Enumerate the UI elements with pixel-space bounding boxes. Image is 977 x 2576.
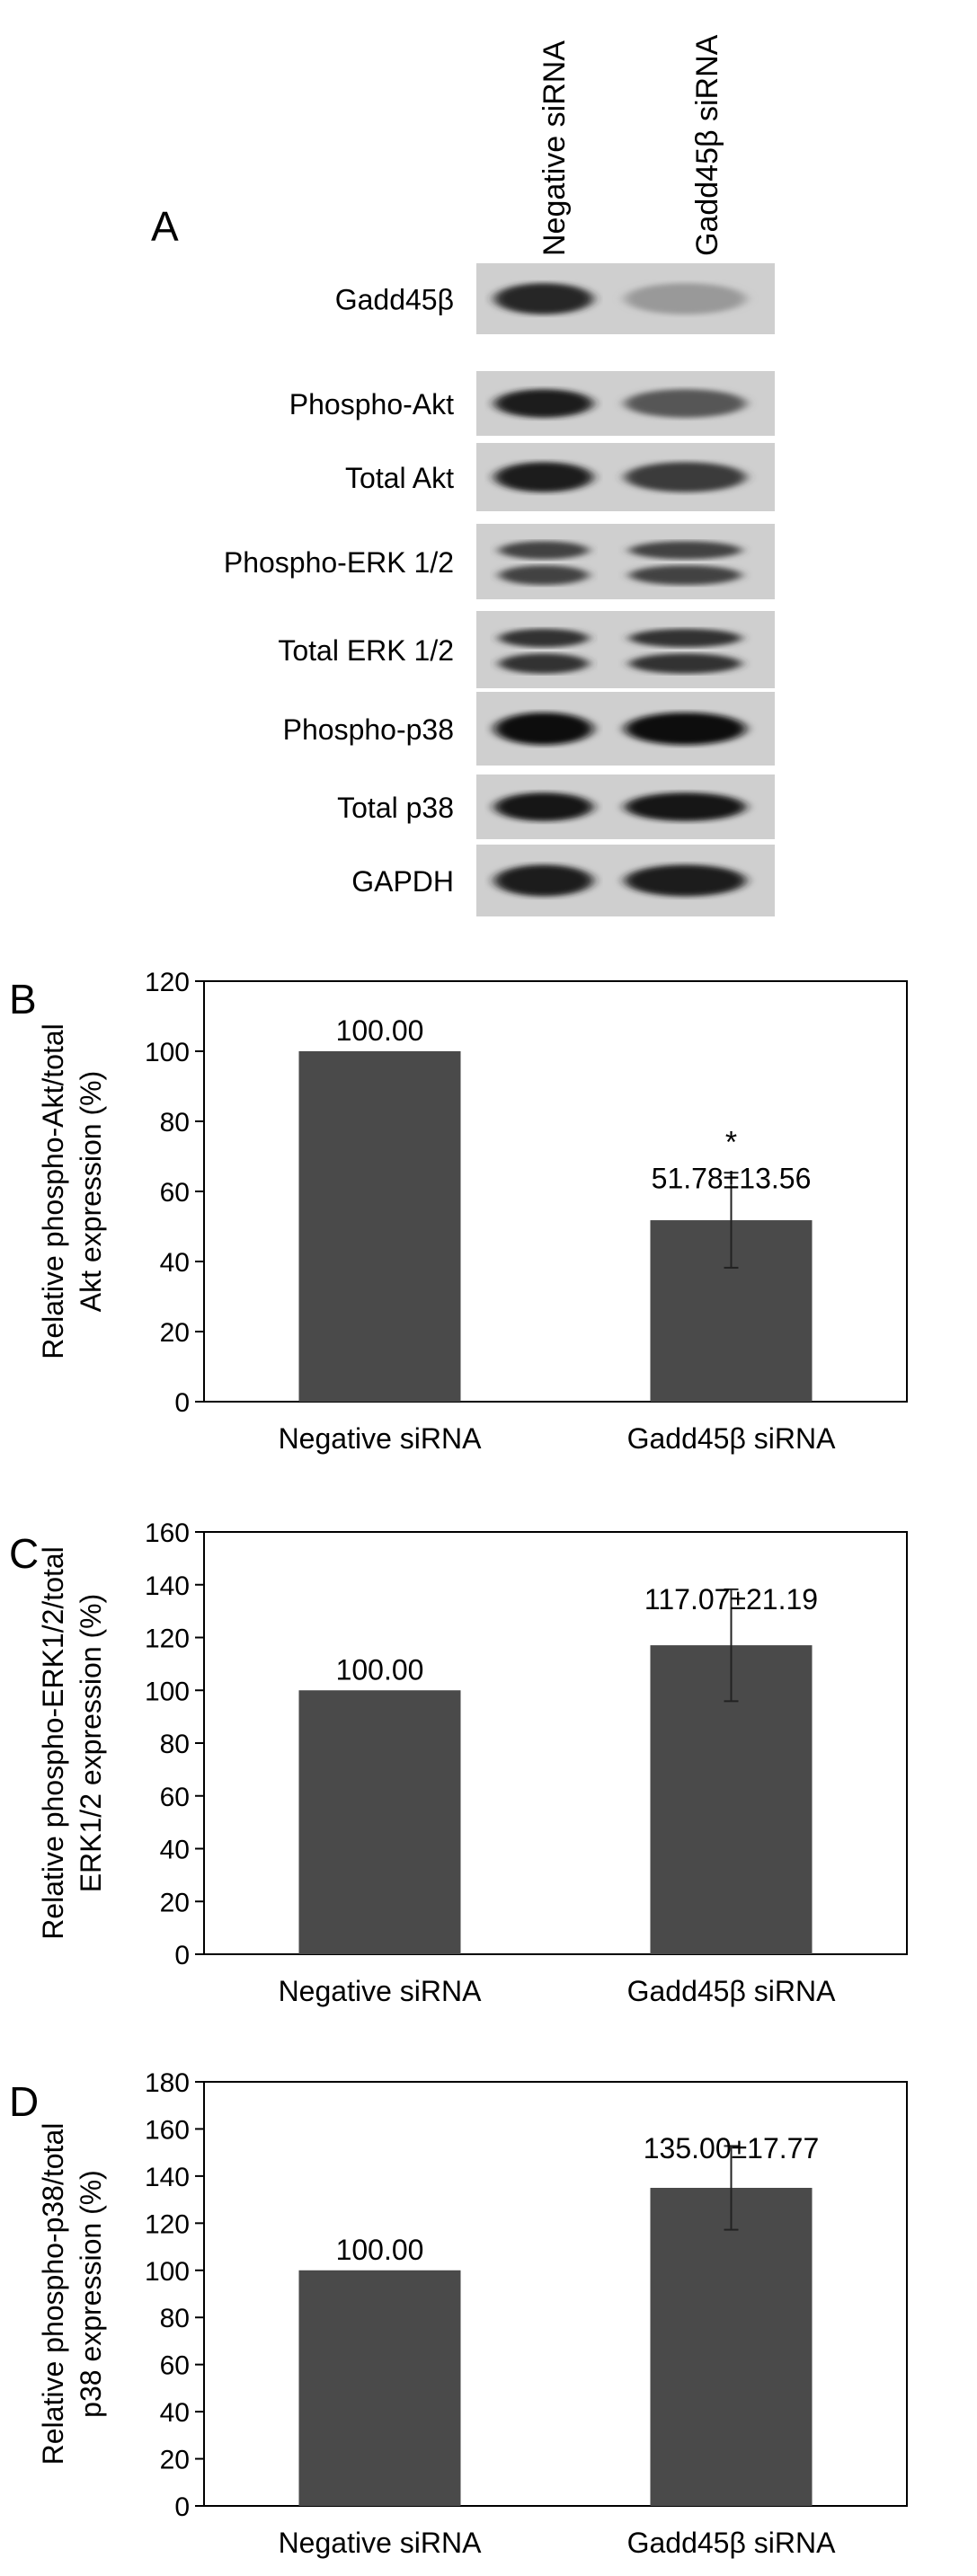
blot-row: Total Akt <box>345 443 775 511</box>
y-tick-label: 80 <box>160 1730 190 1759</box>
y-tick-label: 80 <box>160 1108 190 1138</box>
blot-row: Gadd45β <box>335 263 775 334</box>
blot-strip <box>476 611 775 688</box>
blot-band <box>625 389 746 418</box>
blot-band <box>499 565 589 586</box>
blot-label: Phospho-p38 <box>283 713 454 746</box>
y-tick-label: 60 <box>160 1178 190 1208</box>
y-tick-label: 120 <box>145 968 190 997</box>
bar <box>650 2188 813 2506</box>
bar <box>298 1051 461 1402</box>
blot-band <box>629 565 742 586</box>
y-tick-label: 160 <box>145 1518 190 1548</box>
y-tick-label: 40 <box>160 1836 190 1865</box>
y-axis-label: ERK1/2 expression (%) <box>75 1594 107 1893</box>
y-axis-label: p38 expression (%) <box>75 2170 107 2418</box>
blot-row: Total p38 <box>337 775 775 839</box>
blot-label: Gadd45β <box>335 284 454 316</box>
x-tick-label: Negative siRNA <box>279 2527 483 2559</box>
blot-band <box>625 283 746 314</box>
y-axis-label: Relative phospho-ERK1/2/total <box>37 1546 69 1940</box>
blot-row: GAPDH <box>351 845 775 916</box>
blot-label: Total p38 <box>337 792 454 824</box>
y-tick-label: 180 <box>145 2068 190 2098</box>
y-tick-label: 0 <box>174 2492 190 2522</box>
panel-label: C <box>9 1530 39 1577</box>
x-tick-label: Gadd45β siRNA <box>627 1422 837 1455</box>
blot-label: Phospho-ERK 1/2 <box>224 546 454 579</box>
x-tick-label: Negative siRNA <box>279 1975 483 2007</box>
western-blot-panel: A Negative siRNA Gadd45β siRNA Gadd45β Ph… <box>151 34 775 916</box>
lane-label-negative: Negative siRNA <box>537 40 572 256</box>
blot-band <box>499 653 589 674</box>
y-tick-label: 100 <box>145 2257 190 2287</box>
blot-band <box>625 792 746 821</box>
y-tick-label: 20 <box>160 1888 190 1917</box>
y-axis-label: Relative phospho-p38/total <box>37 2123 69 2465</box>
panel-label: B <box>9 976 37 1022</box>
blot-band <box>499 541 589 560</box>
data-label: 100.00 <box>336 1014 424 1047</box>
data-label: 100.00 <box>336 1653 424 1686</box>
significance-marker: * <box>725 1125 737 1159</box>
blot-row: Phospho-Akt <box>289 371 775 436</box>
blot-label: Phospho-Akt <box>289 388 454 420</box>
blot-strip <box>476 524 775 599</box>
y-tick-label: 160 <box>145 2115 190 2145</box>
blot-row: Total ERK 1/2 <box>278 611 775 688</box>
blot-band <box>625 712 746 746</box>
y-tick-label: 100 <box>145 1677 190 1706</box>
blot-label: Total Akt <box>345 462 454 494</box>
chart-panel-b: B 0 20 40 60 80 100 120 Relative phospho-Akt/tot… <box>9 968 908 1455</box>
data-label: 100.00 <box>336 2234 424 2266</box>
blot-label: Total ERK 1/2 <box>278 634 454 667</box>
y-tick-label: 60 <box>160 1783 190 1812</box>
x-tick-label: Gadd45β siRNA <box>627 1975 837 2007</box>
bar <box>298 1690 461 1954</box>
y-tick-label: 20 <box>160 1318 190 1348</box>
y-tick-label: 0 <box>174 1941 190 1970</box>
blot-band <box>494 712 593 746</box>
blot-band <box>494 389 593 418</box>
x-tick-label: Gadd45β siRNA <box>627 2527 837 2559</box>
y-tick-label: 140 <box>145 2163 190 2192</box>
blot-label: GAPDH <box>351 865 454 898</box>
blot-band <box>494 792 593 821</box>
x-tick-label: Negative siRNA <box>279 1422 483 1455</box>
blot-band <box>629 541 742 560</box>
blot-band <box>629 653 742 674</box>
chart-panel-d: D 0 20 40 60 80 100 120 140 160 180 Relative phosph… <box>9 2068 908 2559</box>
lane-label-gadd45b: Gadd45β siRNA <box>690 34 724 256</box>
blot-band <box>499 628 589 648</box>
y-tick-label: 120 <box>145 2209 190 2239</box>
y-tick-label: 40 <box>160 1248 190 1278</box>
data-label: 135.00±17.77 <box>644 2132 820 2164</box>
blot-row: Phospho-p38 <box>283 692 775 766</box>
plot-frame <box>203 2081 908 2507</box>
blot-band <box>494 462 593 492</box>
blot-band <box>625 864 746 897</box>
data-label: 51.78±13.56 <box>652 1162 812 1194</box>
panel-label-a: A <box>151 203 179 250</box>
blot-band <box>494 283 593 314</box>
y-tick-label: 40 <box>160 2398 190 2428</box>
y-tick-label: 120 <box>145 1624 190 1654</box>
blot-row: Phospho-ERK 1/2 <box>224 524 775 599</box>
blot-band <box>625 462 746 492</box>
panel-label: D <box>9 2078 39 2125</box>
y-tick-label: 140 <box>145 1571 190 1601</box>
blot-band <box>494 864 593 897</box>
y-tick-label: 60 <box>160 2351 190 2381</box>
y-tick-label: 100 <box>145 1038 190 1067</box>
data-label: 117.07±21.19 <box>644 1583 818 1616</box>
y-tick-label: 20 <box>160 2446 190 2475</box>
y-tick-label: 0 <box>174 1388 190 1418</box>
chart-panel-c: C 0 20 40 60 80 100 120 140 160 Relative phospho-E… <box>9 1518 908 2007</box>
y-axis-label: Akt expression (%) <box>75 1071 107 1313</box>
y-tick-label: 80 <box>160 2304 190 2333</box>
blot-band <box>629 628 742 648</box>
bar <box>298 2270 461 2506</box>
y-axis-label: Relative phospho-Akt/total <box>37 1023 69 1359</box>
